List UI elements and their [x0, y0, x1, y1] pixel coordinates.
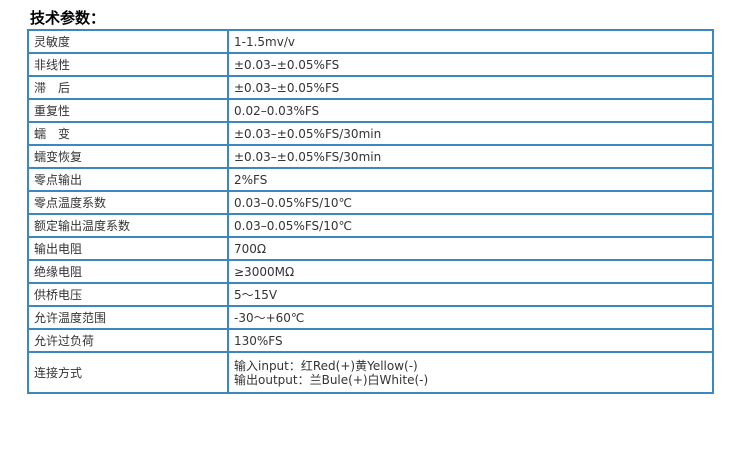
param-value: 130%FS [227, 328, 714, 353]
param-value: 2%FS [227, 167, 714, 192]
param-value: 0.03–0.05%FS/10℃ [227, 213, 714, 238]
param-label: 额定输出温度系数 [27, 213, 229, 238]
param-value: 0.03–0.05%FS/10℃ [227, 190, 714, 215]
table-row: 蠕变恢复 ±0.03–±0.05%FS/30min [27, 144, 714, 169]
param-label: 供桥电压 [27, 282, 229, 307]
param-label: 灵敏度 [27, 29, 229, 54]
spec-table: 灵敏度 1-1.5mv/v 非线性 ±0.03–±0.05%FS 滞 后 ±0.03–±0… [27, 29, 714, 394]
param-label: 零点温度系数 [27, 190, 229, 215]
table-row: 零点输出 2%FS [27, 167, 714, 192]
table-row: 零点温度系数 0.03–0.05%FS/10℃ [27, 190, 714, 215]
param-label: 非线性 [27, 52, 229, 77]
table-row: 蠕 变 ±0.03–±0.05%FS/30min [27, 121, 714, 146]
param-label: 零点输出 [27, 167, 229, 192]
section-title: 技术参数： [30, 9, 106, 27]
table-row: 灵敏度 1-1.5mv/v [27, 29, 714, 54]
param-value: ≥3000MΩ [227, 259, 714, 284]
param-label: 滞 后 [27, 75, 229, 100]
table-row: 额定输出温度系数 0.03–0.05%FS/10℃ [27, 213, 714, 238]
table-row: 滞 后 ±0.03–±0.05%FS [27, 75, 714, 100]
param-label: 输出电阻 [27, 236, 229, 261]
param-value: ±0.03–±0.05%FS/30min [227, 121, 714, 146]
table-row: 供桥电压 5～15V [27, 282, 714, 307]
param-value: ±0.03–±0.05%FS [227, 75, 714, 100]
param-label: 连接方式 [27, 351, 229, 394]
connection-output: 输出output：兰Bule(+)白White(-) [234, 372, 429, 387]
table-row: 输出电阻 700Ω [27, 236, 714, 261]
table-row: 绝缘电阻 ≥3000MΩ [27, 259, 714, 284]
param-value: ±0.03–±0.05%FS [227, 52, 714, 77]
param-label: 允许过负荷 [27, 328, 229, 353]
param-label: 蠕 变 [27, 121, 229, 146]
param-value: 0.02–0.03%FS [227, 98, 714, 123]
param-value: 700Ω [227, 236, 714, 261]
connection-input: 输入input：红Red(+)黄Yellow(-) [234, 358, 418, 373]
table-row: 允许过负荷 130%FS [27, 328, 714, 353]
param-label: 允许温度范围 [27, 305, 229, 330]
param-label: 重复性 [27, 98, 229, 123]
table-row: 重复性 0.02–0.03%FS [27, 98, 714, 123]
param-label: 蠕变恢复 [27, 144, 229, 169]
param-value: 1-1.5mv/v [227, 29, 714, 54]
param-label: 绝缘电阻 [27, 259, 229, 284]
param-value: 5～15V [227, 282, 714, 307]
param-value: 输入input：红Red(+)黄Yellow(-) 输出output：兰Bule… [227, 351, 714, 394]
param-value: ±0.03–±0.05%FS/30min [227, 144, 714, 169]
param-value: -30～+60℃ [227, 305, 714, 330]
table-row: 允许温度范围 -30～+60℃ [27, 305, 714, 330]
table-row: 连接方式 输入input：红Red(+)黄Yellow(-) 输出output：… [27, 351, 714, 394]
table-row: 非线性 ±0.03–±0.05%FS [27, 52, 714, 77]
